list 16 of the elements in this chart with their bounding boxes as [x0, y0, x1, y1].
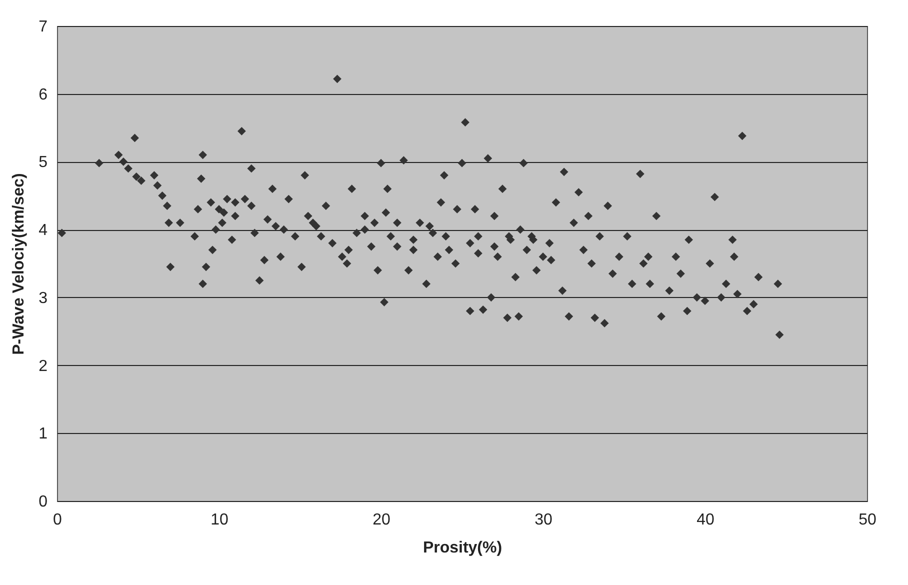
- y-tick-label: 0: [38, 494, 48, 510]
- y-tick-label: 7: [38, 18, 48, 36]
- x-tick-label: 10: [210, 512, 228, 528]
- x-tick-label: 0: [53, 512, 62, 528]
- y-tick-label: 5: [38, 154, 48, 172]
- y-tick-label: 1: [38, 426, 48, 443]
- y-tick-label: 6: [38, 86, 48, 104]
- x-tick-label: 30: [534, 512, 552, 528]
- x-axis-title: Prosity(%): [422, 540, 502, 556]
- x-tick-label: 20: [372, 512, 390, 528]
- y-tick-label: 2: [38, 358, 48, 375]
- x-tick-label: 40: [696, 512, 714, 528]
- y-tick-label: 4: [38, 222, 48, 240]
- y-axis-title: P-Wave Velociy(km/sec): [10, 173, 28, 355]
- y-tick-label: 3: [38, 290, 48, 307]
- x-tick-label: 50: [858, 512, 876, 528]
